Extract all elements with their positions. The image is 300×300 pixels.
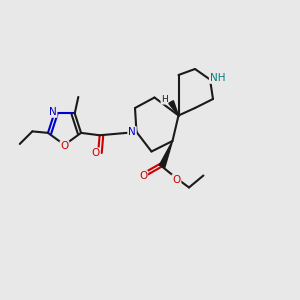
- Text: H: H: [161, 95, 168, 104]
- Text: N: N: [128, 127, 136, 137]
- Polygon shape: [169, 101, 178, 116]
- Text: O: O: [91, 148, 99, 158]
- Text: NH: NH: [210, 73, 225, 83]
- Text: N: N: [49, 107, 57, 117]
- Polygon shape: [159, 141, 172, 168]
- Text: O: O: [172, 175, 181, 185]
- Text: O: O: [60, 141, 69, 152]
- Text: O: O: [139, 171, 147, 181]
